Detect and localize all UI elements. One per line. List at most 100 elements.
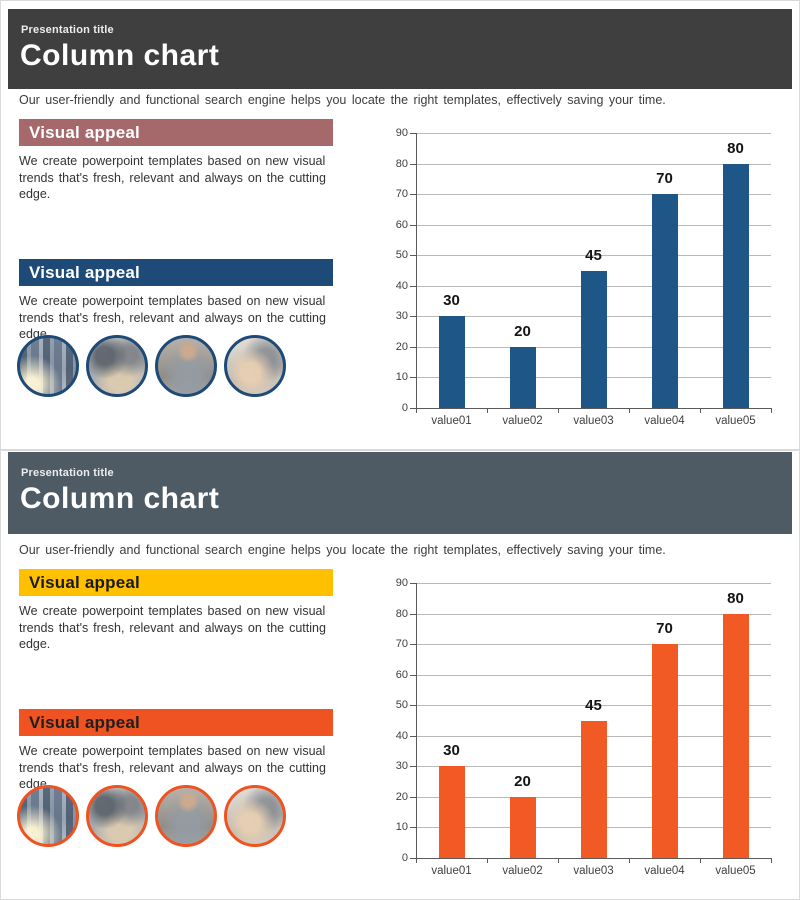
chart-y-tick (410, 255, 416, 257)
chart-gridline (416, 255, 771, 257)
chart-y-tick (410, 133, 416, 134)
chart-y-axis-line (416, 133, 417, 408)
visual-appeal-section-2: Visual appeal We create powerpoint templ… (19, 709, 333, 793)
chart-y-axis-label: 40 (395, 279, 408, 292)
visual-appeal-section-1: Visual appeal We create powerpoint templ… (19, 119, 333, 203)
chart-y-tick (410, 796, 416, 798)
chart-x-axis-label: value03 (573, 415, 614, 427)
photo-business-meeting (86, 335, 148, 397)
chart-y-axis-label: 80 (395, 607, 408, 620)
chart-y-axis-line (416, 583, 417, 858)
photo-city-buildings (17, 785, 79, 847)
slide-title: Column chart (20, 482, 220, 515)
chart-x-axis-label: value02 (502, 865, 543, 877)
chart-y-axis-label: 20 (395, 340, 408, 353)
chart-bar (438, 766, 465, 858)
section-heading: Visual appeal (29, 713, 140, 732)
chart-bar (722, 613, 749, 858)
chart-x-tick (416, 408, 417, 413)
chart-x-tick (629, 858, 630, 863)
section-heading-bar: Visual appeal (19, 259, 333, 286)
chart-x-tick (771, 408, 772, 413)
chart-y-axis-label: 30 (395, 310, 408, 323)
chart-y-axis-label: 20 (395, 790, 408, 803)
column-chart: 0 10 20 30 40 50 60 70 80 90 30 value01 20 value02 45 v… (386, 119, 796, 431)
slide-template-preview-blue: Presentation title Column chart Our user… (0, 0, 800, 450)
chart-y-axis-label: 50 (395, 699, 408, 712)
chart-gridline (416, 644, 771, 646)
chart-bar (438, 316, 465, 408)
section-heading: Visual appeal (29, 263, 140, 282)
section-heading: Visual appeal (29, 123, 140, 142)
chart-value-label: 30 (443, 292, 460, 310)
chart-x-axis-label: value02 (502, 415, 543, 427)
chart-x-axis-label: value04 (644, 865, 685, 877)
chart-gridline (416, 613, 771, 615)
chart-value-label: 30 (443, 742, 460, 760)
section-body: We create powerpoint templates based on … (19, 744, 326, 791)
chart-y-tick (410, 705, 416, 707)
chart-x-tick (700, 858, 701, 863)
chart-y-tick (410, 163, 416, 165)
chart-y-tick (410, 377, 416, 379)
slide-template-preview-orange: Presentation title Column chart Our user… (0, 450, 800, 900)
chart-y-axis-label: 0 (401, 852, 408, 864)
chart-bar (580, 270, 607, 408)
chart-gridline (416, 163, 771, 165)
photo-woman-on-phone (155, 335, 217, 397)
chart-y-axis-label: 10 (395, 371, 408, 384)
chart-y-tick (410, 316, 416, 318)
photo-applauding-hands (224, 335, 286, 397)
photo-row (17, 785, 286, 847)
photo-woman-on-phone (155, 785, 217, 847)
chart-x-axis-label: value04 (644, 415, 685, 427)
chart-y-axis-label: 60 (395, 218, 408, 231)
section-heading: Visual appeal (29, 573, 140, 592)
chart-x-tick (629, 408, 630, 413)
chart-x-tick (558, 858, 559, 863)
chart-y-axis-label: 50 (395, 249, 408, 262)
chart-value-label: 70 (656, 170, 673, 188)
chart-y-tick (410, 583, 416, 584)
slide-subtitle: Our user-friendly and functional search … (19, 93, 666, 107)
chart-x-axis-label: value01 (431, 415, 472, 427)
section-heading-bar: Visual appeal (19, 569, 333, 596)
chart-gridline (416, 224, 771, 226)
presentation-title-kicker: Presentation title (21, 24, 114, 36)
chart-x-axis-label: value01 (431, 865, 472, 877)
chart-y-tick (410, 408, 416, 409)
chart-gridline (416, 674, 771, 676)
chart-y-tick (410, 285, 416, 287)
chart-y-tick (410, 827, 416, 829)
chart-y-tick (410, 613, 416, 615)
chart-value-label: 45 (585, 246, 602, 264)
chart-y-tick (410, 346, 416, 348)
chart-x-axis-label: value05 (715, 415, 756, 427)
chart-y-tick (410, 674, 416, 676)
visual-appeal-section-1: Visual appeal We create powerpoint templ… (19, 569, 333, 653)
chart-gridline (416, 194, 771, 196)
chart-y-axis-label: 40 (395, 729, 408, 742)
visual-appeal-section-2: Visual appeal We create powerpoint templ… (19, 259, 333, 343)
chart-value-label: 45 (585, 696, 602, 714)
chart-y-axis-label: 10 (395, 821, 408, 834)
chart-y-tick (410, 644, 416, 646)
chart-y-tick (410, 194, 416, 196)
chart-y-tick (410, 735, 416, 737)
chart-y-axis-label: 0 (401, 402, 408, 414)
chart-gridline (416, 858, 771, 859)
photo-row (17, 335, 286, 397)
section-heading-bar: Visual appeal (19, 709, 333, 736)
chart-bar (651, 644, 678, 858)
chart-y-axis-label: 70 (395, 188, 408, 201)
chart-y-tick (410, 766, 416, 768)
chart-x-tick (416, 858, 417, 863)
section-body: We create powerpoint templates based on … (19, 604, 326, 651)
chart-value-label: 80 (727, 139, 744, 157)
column-chart: 0 10 20 30 40 50 60 70 80 90 30 value01 20 value02 45 v… (386, 569, 796, 881)
chart-bar (722, 163, 749, 408)
chart-value-label: 20 (514, 772, 531, 790)
chart-x-tick (487, 408, 488, 413)
slide-header: Presentation title Column chart (8, 452, 792, 534)
slide-subtitle: Our user-friendly and functional search … (19, 543, 666, 557)
